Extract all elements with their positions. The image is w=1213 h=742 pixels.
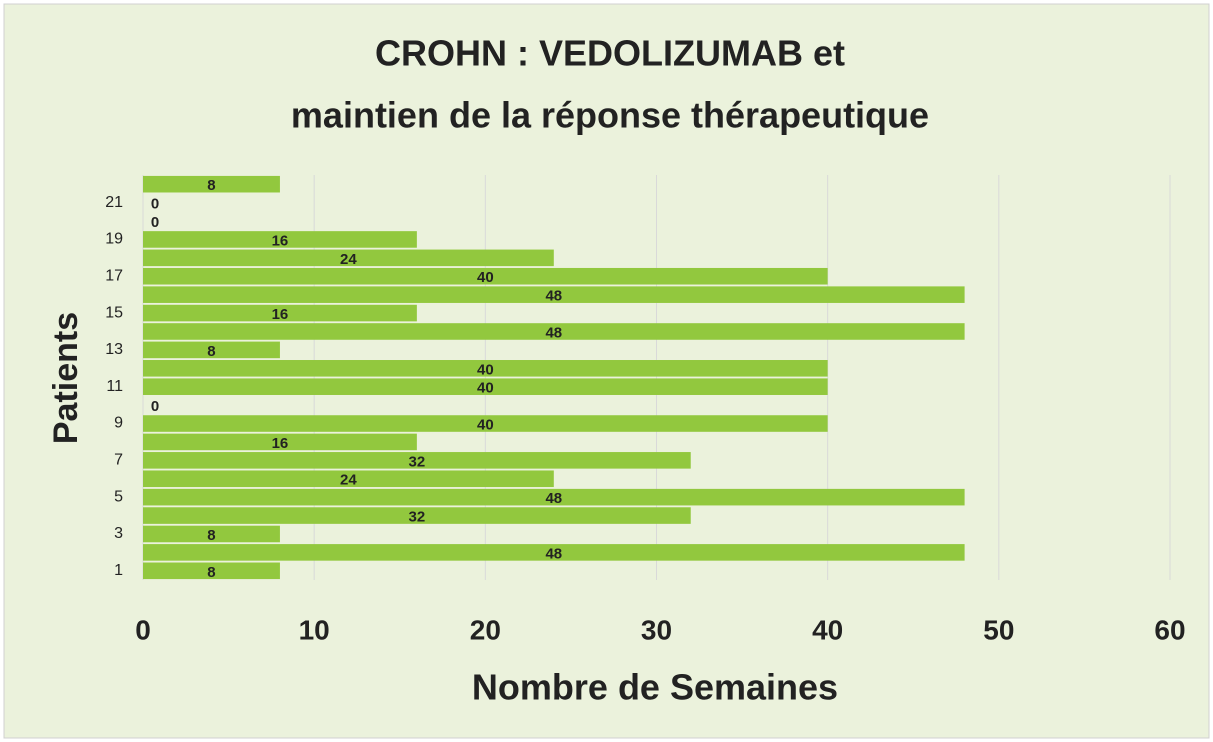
y-tick-label: 1 — [114, 562, 123, 579]
y-tick-label: 21 — [105, 194, 123, 211]
value-label: 48 — [545, 288, 562, 305]
bar — [143, 323, 965, 340]
value-label: 0 — [151, 196, 159, 213]
chart-title: CROHN : VEDOLIZUMAB et — [375, 33, 845, 74]
x-tick-label: 60 — [1154, 614, 1185, 645]
value-label: 8 — [207, 343, 215, 360]
value-label: 0 — [151, 398, 159, 415]
bar — [143, 507, 691, 524]
x-tick-label: 10 — [299, 614, 330, 645]
bar — [143, 562, 280, 580]
value-label: 0 — [151, 214, 159, 231]
bar — [143, 286, 965, 303]
bar — [143, 249, 554, 267]
y-tick-label: 5 — [114, 488, 123, 505]
value-label: 40 — [477, 269, 494, 286]
value-label: 48 — [545, 490, 562, 507]
bar — [143, 470, 554, 488]
bar — [143, 544, 965, 561]
value-label: 8 — [207, 564, 215, 581]
value-label: 48 — [545, 324, 562, 341]
bar — [143, 304, 417, 322]
bar — [143, 231, 417, 248]
y-tick-label: 15 — [105, 304, 123, 321]
value-label: 32 — [409, 509, 426, 526]
y-axis-title: Patients — [47, 312, 85, 444]
value-label: 16 — [272, 232, 289, 249]
bar — [143, 360, 828, 377]
value-label: 32 — [409, 453, 426, 470]
x-tick-label: 0 — [135, 614, 151, 645]
value-label: 24 — [340, 251, 357, 268]
y-tick-label: 11 — [106, 378, 123, 395]
bar — [143, 267, 828, 285]
bar — [143, 525, 280, 543]
y-tick-label: 3 — [114, 525, 123, 542]
bar — [143, 488, 965, 506]
value-label: 8 — [207, 177, 215, 194]
y-tick-label: 19 — [105, 231, 123, 248]
value-label: 40 — [477, 380, 494, 397]
value-label: 8 — [207, 527, 215, 544]
bar — [143, 415, 828, 432]
chart-subtitle: maintien de la réponse thérapeutique — [291, 95, 929, 136]
y-tick-label: 7 — [114, 452, 123, 469]
y-tick-label: 9 — [114, 415, 123, 432]
y-tick-label: 17 — [105, 267, 123, 284]
x-tick-label: 20 — [470, 614, 501, 645]
value-label: 40 — [477, 361, 494, 378]
x-tick-label: 30 — [641, 614, 672, 645]
value-label: 16 — [272, 306, 289, 323]
value-label: 16 — [272, 435, 289, 452]
x-tick-label: 40 — [812, 614, 843, 645]
bar — [143, 341, 280, 359]
bar — [143, 433, 417, 451]
bar — [143, 452, 691, 469]
bar — [143, 175, 280, 193]
value-label: 40 — [477, 416, 494, 433]
bar — [143, 378, 828, 395]
value-label: 48 — [545, 545, 562, 562]
value-label: 24 — [340, 472, 357, 489]
x-tick-label: 50 — [983, 614, 1014, 645]
y-tick-label: 13 — [105, 341, 123, 358]
x-axis-title: Nombre de Semaines — [472, 667, 838, 708]
